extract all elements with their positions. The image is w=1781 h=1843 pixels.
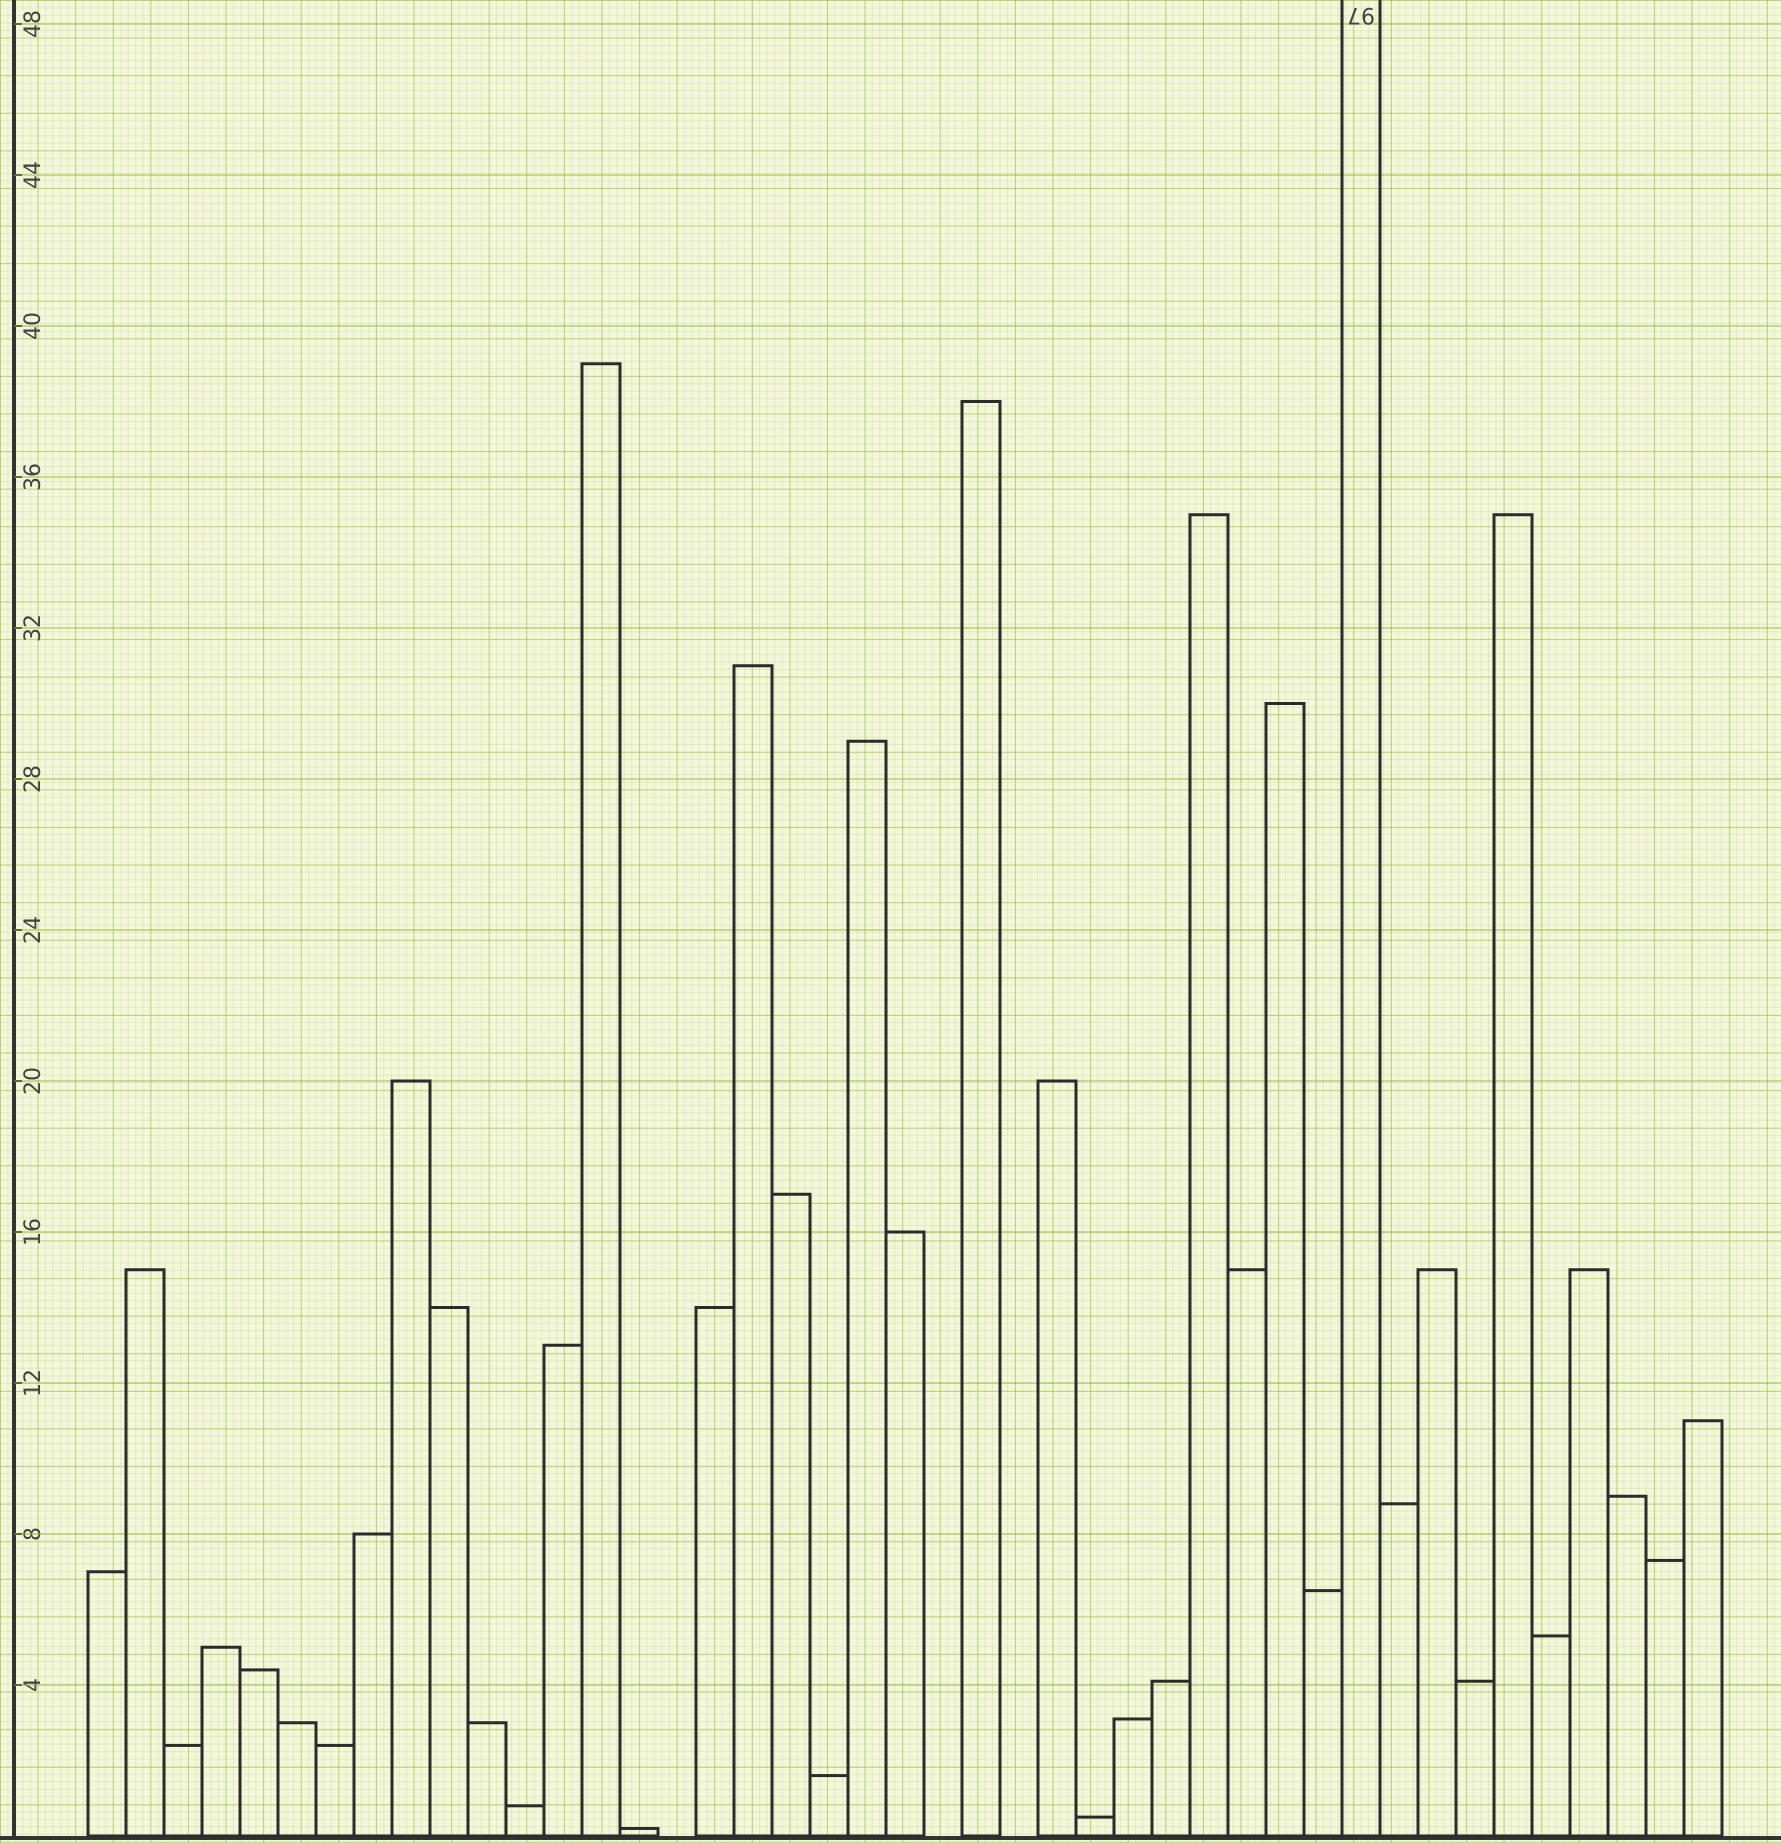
bar	[960, 400, 1002, 1838]
bar	[1682, 1419, 1724, 1838]
bar	[276, 1721, 318, 1838]
bar	[694, 1306, 736, 1838]
bar	[466, 1721, 508, 1838]
bar	[1644, 1558, 1686, 1838]
bar	[1150, 1679, 1192, 1838]
bar	[314, 1743, 356, 1838]
bar	[542, 1343, 584, 1838]
bar	[428, 1306, 470, 1838]
bar	[732, 664, 774, 1838]
bar	[1492, 513, 1534, 1838]
bar	[504, 1804, 546, 1838]
bar	[1036, 1079, 1078, 1838]
bar	[846, 739, 888, 1838]
bar	[390, 1079, 432, 1838]
bar	[1530, 1634, 1572, 1838]
bar	[238, 1668, 280, 1838]
bar	[1378, 1502, 1420, 1838]
bar	[1340, 0, 1382, 1838]
bar	[580, 362, 622, 1838]
bar	[162, 1743, 204, 1838]
bar	[1606, 1494, 1648, 1838]
bar	[1188, 513, 1230, 1838]
bar	[86, 1570, 128, 1838]
bar	[1302, 1589, 1344, 1838]
bar	[884, 1230, 926, 1838]
bar	[618, 1826, 660, 1838]
bar	[1226, 1268, 1268, 1838]
bar	[1454, 1679, 1496, 1838]
bar	[1112, 1717, 1154, 1838]
bar	[1568, 1268, 1610, 1838]
bar-label: 97	[1347, 2, 1375, 27]
bar	[1416, 1268, 1458, 1838]
bar	[124, 1268, 166, 1838]
bar	[1264, 702, 1306, 1838]
bar	[200, 1645, 242, 1838]
bar	[808, 1774, 850, 1838]
bar	[770, 1192, 812, 1838]
bar	[1074, 1815, 1116, 1838]
